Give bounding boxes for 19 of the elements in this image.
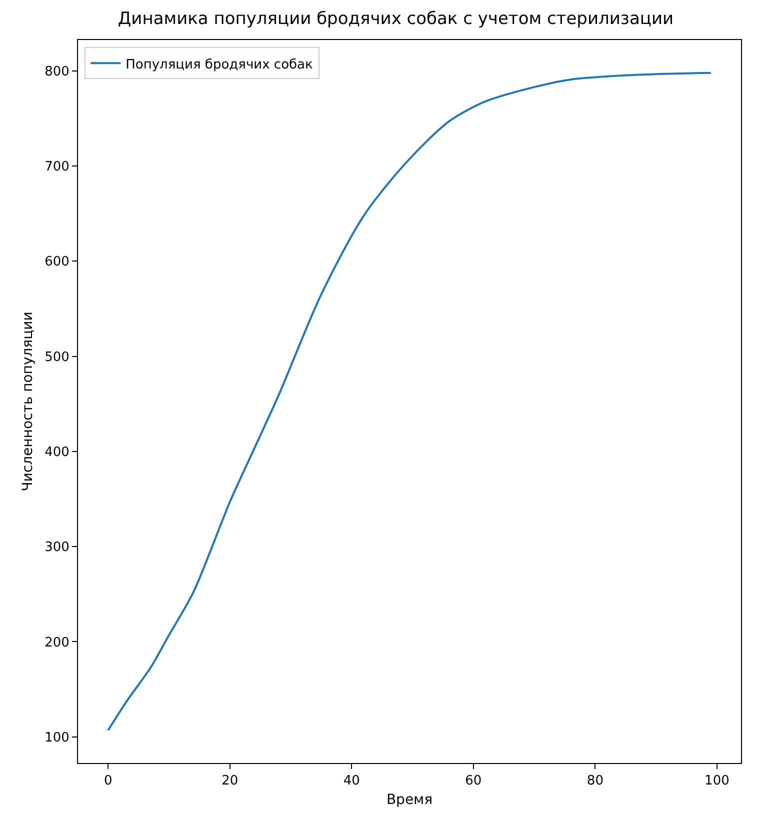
chart-title: Динамика популяции бродячих собак с учетом стерилизации <box>118 9 674 30</box>
x-tick-label: 60 <box>465 774 482 789</box>
x-tick-label: 40 <box>343 774 360 789</box>
x-tick-label: 80 <box>586 774 604 789</box>
x-tick-label: 0 <box>104 774 112 789</box>
y-axis-title: Численность популяции <box>20 312 36 492</box>
y-tick-label: 200 <box>44 635 70 650</box>
line-series <box>107 72 712 732</box>
y-tick-label: 400 <box>44 444 70 460</box>
x-tick-label: 100 <box>704 774 730 789</box>
y-tick-label: 700 <box>44 160 70 175</box>
y-tick-label: 300 <box>44 540 70 556</box>
y-tick-label: 100 <box>44 730 70 746</box>
y-tick-label: 600 <box>44 254 70 270</box>
y-tick-label: 500 <box>44 350 70 365</box>
y-tick-label: 800 <box>44 64 70 80</box>
legend-label: Популяция бродячих собак <box>126 57 313 72</box>
x-tick-label: 20 <box>222 774 238 789</box>
x-axis-title: Время <box>386 792 433 808</box>
